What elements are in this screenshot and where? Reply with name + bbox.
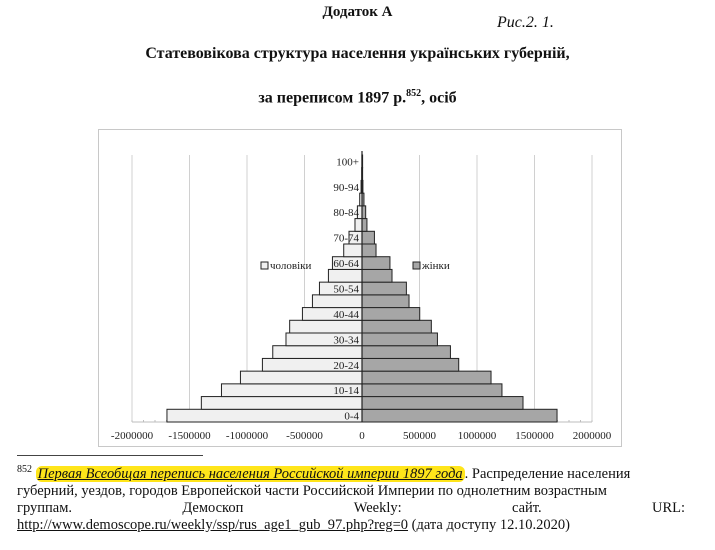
appendix-heading: Додаток А <box>322 4 393 20</box>
footnote-line2: губерний, уездов, городов Европейской ча… <box>17 482 607 499</box>
footnote-text1: . Распределение населения <box>464 465 631 482</box>
population-pyramid-chart: 0-4 10-14 20-24 30-34 40-44 50-54 60-64 70-74 80… <box>111 151 612 442</box>
bar-male-35-39 <box>289 319 363 334</box>
bar-female-15-19 <box>361 370 492 385</box>
legend-male-swatch-icon <box>260 261 269 270</box>
bar-male-55-59 <box>327 268 363 283</box>
bar-female-55-59 <box>361 268 393 283</box>
chart-frame: 0-4 10-14 20-24 30-34 40-44 50-54 60-64 70-74 80… <box>98 129 622 447</box>
x-tick-label: 1500000 <box>515 430 554 442</box>
age-group-label: 100+ <box>336 156 359 168</box>
bar-female-30-34 <box>361 332 438 347</box>
bar-female-70-74 <box>361 230 375 245</box>
footnote-line4: http://www.demoscope.ru/weekly/ssp/rus_a… <box>17 517 685 534</box>
bar-female-0-4 <box>361 408 558 423</box>
access-date: (дата доступу 12.10.2020) <box>408 516 571 533</box>
figure-reference: Рис.2. 1. <box>497 14 554 31</box>
legend-female-swatch-icon <box>412 261 421 270</box>
chart-title-line2: за переписом 1897 р.852, осіб <box>0 88 715 107</box>
footnote-word: сайт. <box>511 499 542 516</box>
footnote-line3: группам. Демоскоп Weekly: сайт. URL: <box>17 500 685 517</box>
footnote-word: Weekly: <box>353 499 402 516</box>
bar-female-45-49 <box>361 294 410 309</box>
bar-male-0-4 <box>166 408 363 423</box>
age-group-label: 90-94 <box>333 182 359 194</box>
bar-female-65-69 <box>361 243 377 258</box>
x-tick-label: 0 <box>359 430 365 442</box>
legend-male-label: чоловіки <box>270 260 311 272</box>
bar-male-15-19 <box>239 370 363 385</box>
title-footnote-mark[interactable]: 852 <box>406 88 422 99</box>
legend-female-label: жінки <box>421 260 450 272</box>
title-text: за переписом 1897 р. <box>258 89 407 107</box>
bar-female-75-79 <box>361 218 368 232</box>
title-suffix: , осіб <box>421 89 457 107</box>
footnote-line1: 852 Первая Всеобщая перепись населения Р… <box>17 461 685 483</box>
age-group-label: 80-84 <box>333 207 359 219</box>
footnote-mark: 852 <box>17 464 32 475</box>
age-group-label: 40-44 <box>333 309 359 321</box>
bar-female-25-29 <box>361 345 451 359</box>
age-group-label: 10-14 <box>333 385 359 397</box>
x-tick-label: -500000 <box>286 430 323 442</box>
chart-title-line1: Статевовікова структура населення україн… <box>145 45 570 62</box>
age-group-label: 30-34 <box>333 334 359 346</box>
bar-male-65-69 <box>343 243 363 258</box>
bar-female-60-64 <box>361 256 391 270</box>
x-tick-label: 500000 <box>403 430 437 442</box>
bar-male-5-9 <box>200 396 363 410</box>
x-tick-label: 1000000 <box>458 430 497 442</box>
bar-male-45-49 <box>311 294 363 309</box>
x-tick-label: -2000000 <box>111 430 154 442</box>
bar-female-5-9 <box>361 396 524 410</box>
source-title-highlight: Первая Всеобщая перепись населения Росси… <box>35 465 465 482</box>
x-tick-label: -1500000 <box>168 430 211 442</box>
source-url-link[interactable]: http://www.demoscope.ru/weekly/ssp/rus_a… <box>17 516 409 533</box>
bar-female-40-44 <box>361 307 421 321</box>
footnote-word: группам. <box>17 499 73 516</box>
bar-female-10-14 <box>361 383 503 398</box>
x-tick-label: 2000000 <box>573 430 612 442</box>
age-group-label: 50-54 <box>333 284 359 296</box>
bar-male-75-79 <box>354 218 363 232</box>
bar-female-20-24 <box>361 357 460 372</box>
bar-female-35-39 <box>361 319 432 334</box>
age-group-label: 70-74 <box>333 233 359 245</box>
age-group-label: 20-24 <box>333 360 359 372</box>
footnote: 852 Первая Всеобщая перепись населения Р… <box>17 461 685 534</box>
footnote-word: Демоскоп <box>182 499 244 516</box>
x-tick-label: -1000000 <box>226 430 269 442</box>
footnote-separator <box>17 455 203 456</box>
bar-male-25-29 <box>272 345 363 359</box>
footnote-word: URL: <box>651 499 685 516</box>
age-group-label: 60-64 <box>333 258 359 270</box>
bar-female-50-54 <box>361 281 407 296</box>
age-group-label: 0-4 <box>344 411 359 423</box>
